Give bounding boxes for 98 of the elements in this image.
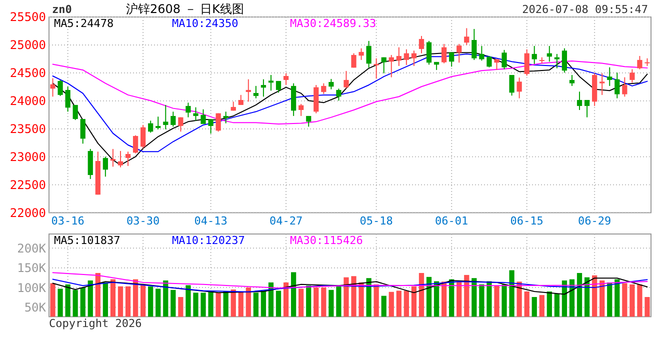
candlestick bbox=[637, 55, 642, 70]
candlestick bbox=[502, 49, 507, 70]
candlestick bbox=[170, 111, 176, 128]
candlestick bbox=[614, 72, 620, 99]
y-tick-label: 25500 bbox=[10, 10, 46, 24]
chart-title: 沪锌2608 － 日K线图 bbox=[126, 2, 244, 16]
text: MA5:24478 bbox=[54, 17, 114, 30]
candlestick bbox=[132, 134, 138, 154]
y-tick-label: 50K bbox=[24, 300, 47, 314]
candlestick bbox=[554, 53, 560, 69]
candlestick bbox=[516, 77, 522, 99]
candlestick bbox=[260, 78, 266, 98]
candlestick bbox=[532, 45, 537, 64]
line-series bbox=[52, 272, 648, 288]
candlestick bbox=[622, 76, 628, 98]
candlestick bbox=[509, 74, 514, 96]
y-tick-label: 200K bbox=[17, 241, 47, 256]
candlestick bbox=[381, 56, 386, 74]
y-tick-label: 150K bbox=[17, 261, 47, 276]
candlestick bbox=[607, 66, 612, 86]
candlestick bbox=[358, 48, 364, 60]
candlestick bbox=[584, 99, 590, 118]
candlestick bbox=[178, 116, 184, 132]
candlestick bbox=[388, 54, 394, 78]
candlestick bbox=[156, 116, 161, 130]
x-tick-label: 03-30 bbox=[126, 214, 160, 228]
candlestick bbox=[298, 103, 304, 116]
x-tick-label: 04-27 bbox=[269, 214, 303, 228]
candlestick bbox=[464, 28, 470, 46]
candlestick bbox=[418, 35, 424, 54]
y-tick-label: 23500 bbox=[10, 122, 46, 136]
candlestick bbox=[140, 124, 146, 149]
candlestick bbox=[72, 104, 78, 120]
candlestick bbox=[486, 56, 492, 68]
text: MA30:115426 bbox=[290, 234, 363, 247]
candlestick bbox=[193, 106, 198, 122]
candlestick bbox=[449, 52, 454, 68]
candlestick bbox=[404, 48, 409, 66]
candlestick bbox=[576, 91, 582, 110]
candlestick bbox=[344, 70, 349, 89]
text: MA5:101837 bbox=[54, 234, 120, 247]
candlestick bbox=[208, 118, 214, 134]
y-tick-label: 100K bbox=[17, 280, 47, 295]
candlestick bbox=[321, 82, 326, 94]
candlestick bbox=[479, 45, 484, 62]
candlestick bbox=[186, 102, 191, 118]
candlestick bbox=[374, 58, 379, 80]
line-series bbox=[52, 60, 648, 124]
y-tick-label: 22000 bbox=[10, 206, 46, 220]
candlestick bbox=[472, 28, 477, 60]
candlestick bbox=[562, 48, 568, 74]
candlestick bbox=[426, 40, 432, 66]
y-tick-label: 22500 bbox=[10, 178, 46, 192]
y-tick-label: 24000 bbox=[10, 94, 46, 108]
candlestick bbox=[58, 79, 63, 96]
candlestick bbox=[456, 43, 462, 64]
y-tick-label: 24500 bbox=[10, 66, 46, 80]
x-tick-label: 06-15 bbox=[510, 214, 544, 228]
candlestick bbox=[223, 111, 228, 124]
candlestick bbox=[216, 112, 221, 132]
candlestick bbox=[366, 40, 372, 68]
candlestick bbox=[569, 74, 575, 86]
text: MA10:120237 bbox=[172, 234, 245, 247]
candlestick bbox=[80, 118, 86, 144]
candlestick bbox=[396, 46, 402, 66]
text: Copyright 2026 bbox=[49, 317, 142, 330]
y-tick-label: 23000 bbox=[10, 150, 46, 164]
candlestick bbox=[336, 88, 342, 102]
candlestick bbox=[328, 78, 334, 90]
x-tick-label: 06-01 bbox=[435, 214, 468, 228]
candlestick bbox=[238, 94, 244, 106]
candlestick bbox=[268, 74, 274, 92]
candlestick bbox=[442, 43, 447, 64]
y-tick-label: 25000 bbox=[10, 38, 46, 52]
candlestick bbox=[65, 86, 70, 112]
candlestick bbox=[163, 104, 168, 130]
text: MA10:24350 bbox=[172, 17, 238, 30]
text: MA30:24589.33 bbox=[290, 17, 376, 30]
x-tick-label: 06-29 bbox=[578, 214, 612, 228]
candlestick bbox=[50, 78, 56, 98]
candlestick bbox=[125, 151, 131, 166]
candlestick bbox=[102, 156, 108, 178]
x-tick-label: 03-16 bbox=[51, 214, 84, 228]
candlestick bbox=[118, 150, 124, 168]
candlestick bbox=[200, 108, 206, 124]
candlestick bbox=[148, 120, 154, 134]
candlestick bbox=[524, 48, 530, 76]
candlestick bbox=[600, 72, 605, 96]
candlestick bbox=[246, 78, 251, 102]
candlestick bbox=[630, 68, 635, 84]
x-tick-label: 05-18 bbox=[360, 214, 393, 228]
candlestick bbox=[283, 72, 289, 86]
x-tick-label: 04-13 bbox=[194, 214, 228, 228]
candlestick bbox=[411, 50, 417, 66]
text: zn0 bbox=[52, 3, 72, 16]
candlestick bbox=[253, 85, 258, 99]
candlestick bbox=[351, 52, 356, 68]
text: 2026-07-08 09:55:47 bbox=[522, 3, 648, 16]
